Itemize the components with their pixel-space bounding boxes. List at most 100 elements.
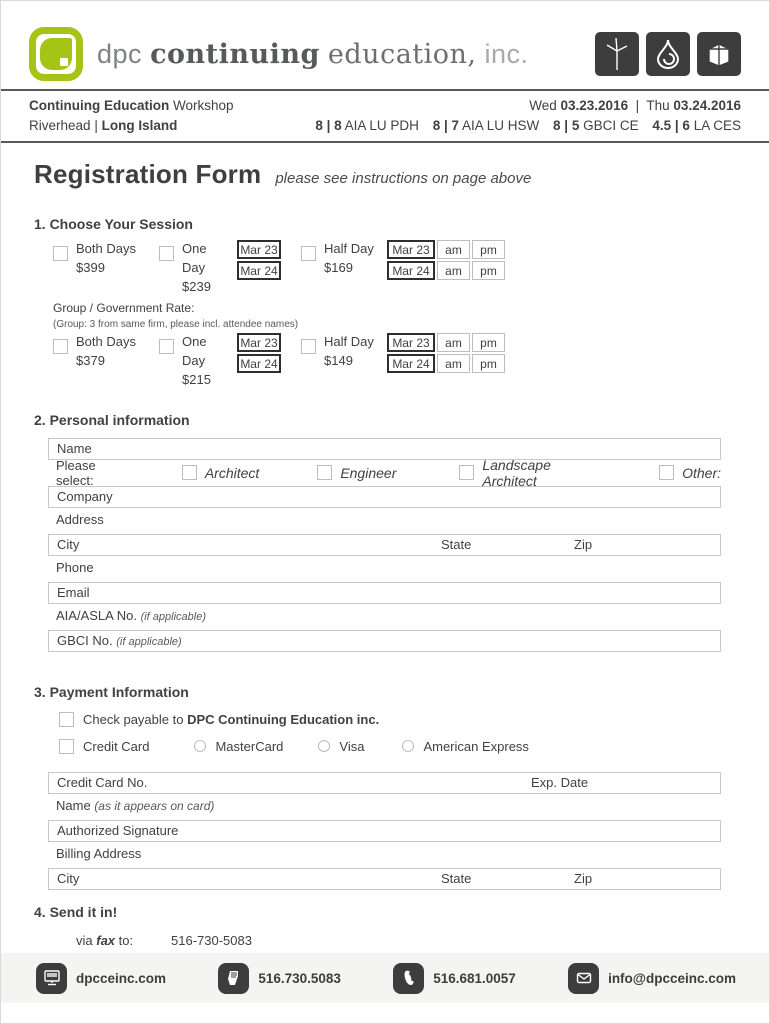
session-row-standard: Both Days $399 One Day $239 Mar 23 Mar 24 …: [53, 240, 769, 297]
footer-fax-text: 516.730.5083: [258, 970, 341, 986]
half-day-mar24-am-option[interactable]: am: [437, 261, 470, 281]
one-day-mar24-option[interactable]: Mar 24: [237, 261, 281, 281]
one-day-standard-checkbox[interactable]: [159, 246, 174, 262]
one-day-group-checkbox[interactable]: [159, 339, 174, 355]
credit-3-nums: 4.5 | 6: [652, 117, 690, 133]
half-day-group-mar23-am-option[interactable]: am: [437, 333, 470, 353]
one-day-mar23-option[interactable]: Mar 23: [237, 240, 281, 260]
payment-fields: Credit Card No. Exp. Date Name (as it ap…: [48, 771, 721, 890]
both-days-group-checkbox[interactable]: [53, 339, 68, 355]
half-day-group-price: $149: [324, 353, 353, 368]
card-name-label: Name: [56, 797, 91, 813]
group-rate-title: Group / Government Rate:: [53, 300, 195, 315]
email-field-label: Email: [57, 584, 90, 600]
section-heading-send: 4. Send it in!: [34, 903, 118, 920]
footer-phone-text: 516.681.0057: [433, 970, 516, 986]
company-field[interactable]: Company: [48, 485, 721, 508]
fax-word: fax: [96, 932, 116, 948]
half-day-group-mar23-option[interactable]: Mar 23: [387, 333, 435, 353]
credit-card-number-field[interactable]: Credit Card No. Exp. Date: [48, 771, 721, 794]
phone-field-label: Phone: [56, 559, 94, 575]
other-label: Other:: [682, 464, 721, 481]
credit-1-nums: 8 | 7: [432, 117, 459, 133]
brand-wordmark: dpc continuing education, inc.: [97, 39, 529, 70]
aia-asla-field-note: (if applicable): [140, 610, 206, 623]
both-days-group-price: $379: [76, 353, 105, 368]
half-day-group-mar23-pm-option[interactable]: pm: [472, 333, 505, 353]
brand-continuing: continuing: [150, 38, 320, 70]
one-day-price: $239: [182, 278, 211, 294]
zip-field-label: Zip: [574, 536, 593, 552]
name-field[interactable]: Name: [48, 437, 721, 460]
billing-state-label: State: [441, 870, 472, 886]
name-field-label: Name: [57, 440, 92, 456]
card-name-field[interactable]: Name (as it appears on card): [48, 796, 721, 818]
half-day-price: $169: [324, 259, 353, 275]
half-day-mar24-pm-option[interactable]: pm: [472, 261, 505, 281]
dates-separator: |: [635, 98, 640, 113]
workshop-title-rest: Workshop: [173, 98, 234, 113]
billing-address-label: Billing Address: [56, 845, 142, 861]
landscape-architect-checkbox[interactable]: [459, 465, 475, 481]
company-field-label: Company: [57, 488, 113, 504]
section-heading-payment: 3. Payment Information: [34, 683, 189, 700]
header-divider-bottom: [1, 141, 769, 144]
billing-city-state-zip-field[interactable]: City State Zip: [48, 867, 721, 890]
one-day-group-mar24-option[interactable]: Mar 24: [237, 354, 281, 374]
check-payable-checkbox[interactable]: [59, 711, 74, 727]
dpc-logo-icon: [29, 27, 83, 81]
visa-radio[interactable]: [318, 740, 331, 753]
credit-card-label: Credit Card: [83, 738, 150, 754]
address-field[interactable]: Address: [48, 510, 721, 532]
wind-turbine-icon: [595, 32, 639, 76]
one-day-group-label: One Day: [182, 334, 207, 368]
aia-asla-field[interactable]: AIA/ASLA No. (if applicable): [48, 606, 721, 628]
check-payable-row: Check payable to DPC Continuing Educatio…: [59, 711, 769, 727]
fax-line: via fax to: 516-730-5083: [76, 930, 769, 952]
group-rate-subnote: (Group: 3 from same firm, please incl. a…: [53, 318, 299, 330]
half-day-mar24-option[interactable]: Mar 24: [387, 261, 435, 281]
location-separator: |: [94, 117, 98, 133]
credit-card-checkbox[interactable]: [59, 738, 74, 754]
city-field-label: City: [57, 536, 80, 552]
gbci-field-label: GBCI No.: [57, 632, 113, 648]
billing-zip-label: Zip: [574, 870, 593, 886]
footer-website: dpcceinc.com: [36, 962, 166, 994]
date1: 03.23.2016: [560, 98, 629, 113]
other-checkbox[interactable]: [659, 465, 675, 481]
half-day-mar23-option[interactable]: Mar 23: [387, 240, 435, 260]
mastercard-radio[interactable]: [194, 740, 207, 753]
authorized-signature-field[interactable]: Authorized Signature: [48, 819, 721, 842]
half-day-group-mar24-option[interactable]: Mar 24: [387, 354, 435, 374]
brand-dpc: dpc: [97, 38, 143, 69]
amex-radio[interactable]: [402, 740, 415, 753]
visa-label: Visa: [339, 738, 365, 754]
credit-2-nums: 8 | 5: [553, 117, 580, 133]
half-day-group-checkbox[interactable]: [301, 339, 316, 355]
green-building-icon: [697, 32, 741, 76]
eco-icon-group: [595, 32, 741, 76]
phone-icon: [393, 962, 425, 994]
footer-phone: 516.681.0057: [393, 962, 516, 994]
half-day-group-mar24-am-option[interactable]: am: [437, 354, 470, 374]
email-field[interactable]: Email: [48, 581, 721, 604]
half-day-mar23-am-option[interactable]: am: [437, 240, 470, 260]
phone-field[interactable]: Phone: [48, 558, 721, 580]
both-days-standard-checkbox[interactable]: [53, 246, 68, 262]
landscape-architect-label: Landscape Architect: [482, 456, 551, 489]
footer-email: info@dpcceinc.com: [568, 962, 736, 994]
engineer-checkbox[interactable]: [317, 465, 333, 481]
gbci-field[interactable]: GBCI No. (if applicable): [48, 629, 721, 652]
half-day-standard-checkbox[interactable]: [301, 246, 316, 262]
architect-checkbox[interactable]: [181, 465, 197, 481]
billing-address-field[interactable]: Billing Address: [48, 844, 721, 866]
city-state-zip-field[interactable]: City State Zip: [48, 533, 721, 556]
half-day-group-mar24-pm-option[interactable]: pm: [472, 354, 505, 374]
half-day-label: Half Day: [324, 241, 374, 257]
state-field-label: State: [441, 536, 472, 552]
footer-fax: 516.730.5083: [218, 962, 341, 994]
half-day-mar23-pm-option[interactable]: pm: [472, 240, 505, 260]
section-heading-personal: 2. Personal information: [34, 411, 190, 428]
fax-number: 516-730-5083: [171, 932, 252, 948]
one-day-group-mar23-option[interactable]: Mar 23: [237, 333, 281, 353]
